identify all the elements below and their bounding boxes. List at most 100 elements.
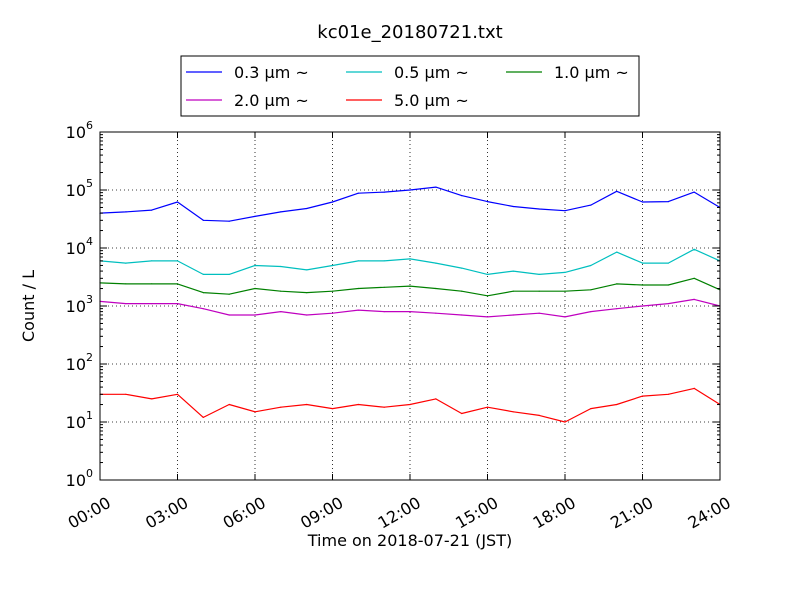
- data-point: [202, 308, 204, 310]
- data-point: [590, 408, 592, 410]
- legend-label: 0.5 μm ~: [394, 63, 469, 82]
- data-point: [538, 414, 540, 416]
- data-point: [564, 210, 566, 212]
- data-point: [176, 393, 179, 395]
- data-point: [667, 393, 669, 395]
- y-tick-label: 100: [66, 467, 93, 490]
- series-3: [99, 298, 721, 318]
- data-point: [176, 283, 179, 285]
- data-point: [254, 411, 256, 413]
- x-tick-label: 21:00: [607, 493, 656, 533]
- data-point: [254, 287, 256, 290]
- data-point: [357, 403, 359, 406]
- legend: 0.3 μm ~ 0.5 μm ~ 1.0 μm ~ 2.0 μm ~ 5.0 μm ~: [180, 55, 640, 117]
- data-point: [461, 412, 463, 415]
- legend-item: 5.0 μm ~: [346, 91, 469, 110]
- y-tick-base: 10: [66, 355, 86, 374]
- data-point: [409, 258, 411, 260]
- data-point: [667, 303, 669, 305]
- y-tick-label: 103: [66, 293, 93, 316]
- data-point: [151, 283, 153, 285]
- data-point: [280, 290, 282, 292]
- data-point: [461, 290, 463, 292]
- legend-label: 0.3 μm ~: [234, 63, 309, 82]
- y-tick-exponent: 5: [86, 177, 93, 190]
- data-point: [693, 191, 695, 193]
- x-tick-label: 06:00: [220, 493, 269, 533]
- x-tick-label: 09:00: [297, 493, 346, 533]
- data-point: [693, 387, 695, 389]
- y-tick-exponent: 0: [86, 467, 93, 480]
- data-point: [306, 292, 308, 294]
- data-point: [331, 312, 334, 314]
- data-point: [331, 264, 334, 267]
- data-point: [461, 195, 463, 197]
- data-point: [435, 186, 437, 188]
- data-point: [357, 192, 359, 194]
- x-tick-labels: 00:00 03:00 06:00 09:00 12:00 15:00 18:00 21:00…: [65, 493, 734, 533]
- y-tick-base: 10: [66, 239, 86, 258]
- y-tick-label: 101: [66, 409, 93, 432]
- x-tick-label: 03:00: [142, 493, 191, 533]
- data-point: [486, 406, 489, 408]
- legend-item: 0.5 μm ~: [346, 63, 469, 82]
- y-tick-label: 102: [66, 351, 93, 374]
- data-point: [254, 264, 256, 267]
- data-point: [435, 287, 437, 290]
- data-point: [202, 292, 204, 294]
- data-point: [151, 398, 153, 400]
- data-point: [383, 260, 385, 262]
- data-point: [590, 289, 592, 291]
- data-point: [512, 411, 514, 413]
- data-point: [125, 303, 127, 305]
- data-point: [357, 260, 359, 262]
- y-tick-label: 105: [66, 177, 93, 200]
- legend-label: 5.0 μm ~: [394, 91, 469, 110]
- data-point: [616, 308, 618, 310]
- y-axis-label: Count / L: [19, 270, 38, 342]
- data-point: [151, 209, 153, 211]
- data-point: [461, 314, 463, 316]
- data-point: [667, 262, 669, 264]
- legend-label: 2.0 μm ~: [234, 91, 309, 110]
- data-point: [331, 201, 334, 203]
- data-point: [435, 262, 437, 264]
- data-point: [306, 269, 308, 271]
- data-point: [512, 205, 514, 208]
- data-point: [486, 316, 489, 318]
- data-point: [228, 403, 230, 406]
- data-point: [176, 201, 179, 203]
- data-point: [409, 403, 411, 406]
- data-point: [125, 211, 127, 213]
- legend-item: 1.0 μm ~: [506, 63, 629, 82]
- data-point: [667, 284, 669, 286]
- data-point: [383, 286, 385, 288]
- data-point: [486, 201, 489, 203]
- data-point: [693, 248, 695, 250]
- data-point: [616, 283, 618, 285]
- data-point: [590, 264, 592, 267]
- data-point: [383, 191, 385, 193]
- y-tick-exponent: 6: [86, 119, 93, 132]
- data-point: [306, 403, 308, 406]
- data-point: [641, 305, 644, 307]
- legend-item: 2.0 μm ~: [186, 91, 309, 110]
- series-0: [99, 186, 721, 222]
- data-point: [538, 208, 540, 210]
- data-point: [538, 312, 540, 314]
- data-point: [331, 408, 334, 410]
- data-point: [151, 260, 153, 262]
- data-point: [202, 416, 204, 418]
- y-tick-base: 10: [66, 471, 86, 490]
- data-point: [280, 406, 282, 408]
- y-tick-exponent: 2: [86, 351, 93, 364]
- data-point: [409, 285, 411, 287]
- y-tick-exponent: 3: [86, 293, 93, 306]
- data-point: [486, 295, 489, 297]
- data-point: [306, 314, 308, 316]
- data-point: [641, 395, 644, 397]
- y-tick-label: 106: [66, 119, 93, 142]
- x-tick-label: 18:00: [530, 493, 579, 533]
- data-point: [176, 303, 179, 305]
- legend-item: 0.3 μm ~: [186, 63, 309, 82]
